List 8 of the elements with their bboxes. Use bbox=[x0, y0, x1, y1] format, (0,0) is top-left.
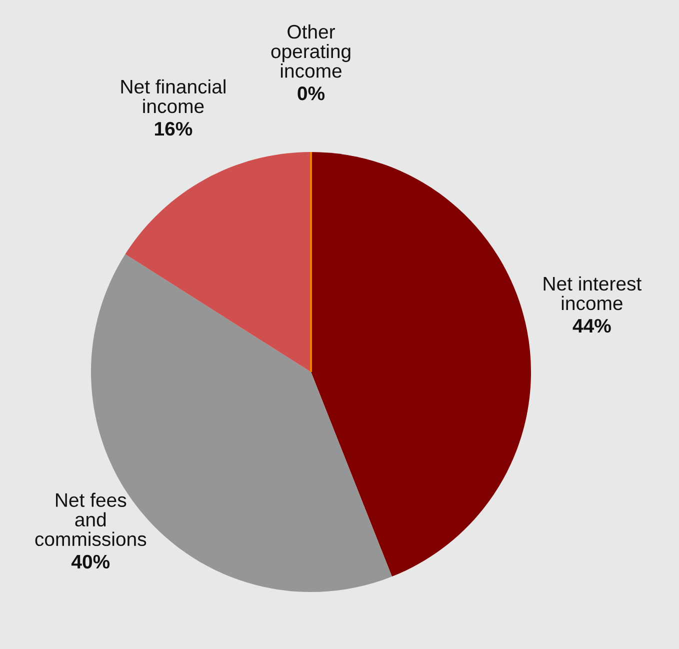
data-label: 44% bbox=[572, 318, 611, 333]
slice-label: Net financial income bbox=[121, 79, 226, 114]
slice-label: Net interest income bbox=[544, 276, 642, 310]
text: 0% bbox=[298, 86, 325, 100]
data-label: 16% bbox=[154, 122, 192, 136]
data-label: 40% bbox=[71, 554, 110, 569]
slice-label: Net fees and commissions bbox=[35, 492, 146, 546]
category-label: Other operating income bbox=[271, 24, 350, 78]
